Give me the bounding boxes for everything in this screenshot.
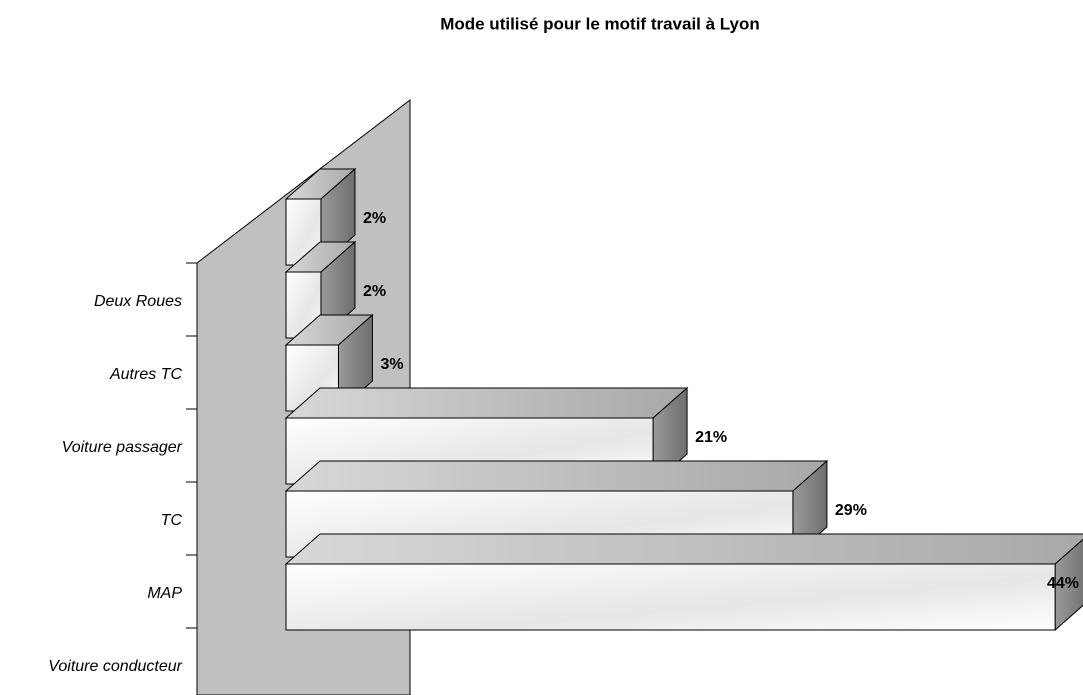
bar-front <box>285 563 1056 631</box>
category-label: Voiture passager <box>62 439 183 456</box>
bar-top <box>284 387 689 419</box>
value-label: 44% <box>1047 575 1079 592</box>
value-label: 2% <box>363 283 386 300</box>
category-label: Autres TC <box>109 366 182 383</box>
chart-title: Mode utilisé pour le motif travail à Lyo… <box>440 14 760 33</box>
bar-top <box>284 533 1083 565</box>
category-label: TC <box>161 512 183 529</box>
category-label: MAP <box>147 585 182 602</box>
bar-top <box>284 460 829 492</box>
value-label: 3% <box>380 356 403 373</box>
value-label: 29% <box>835 502 867 519</box>
category-label: Deux Roues <box>94 293 182 310</box>
value-label: 21% <box>695 429 727 446</box>
value-label: 2% <box>363 210 386 227</box>
bar <box>284 533 1083 632</box>
category-label: Voiture conducteur <box>48 658 182 675</box>
